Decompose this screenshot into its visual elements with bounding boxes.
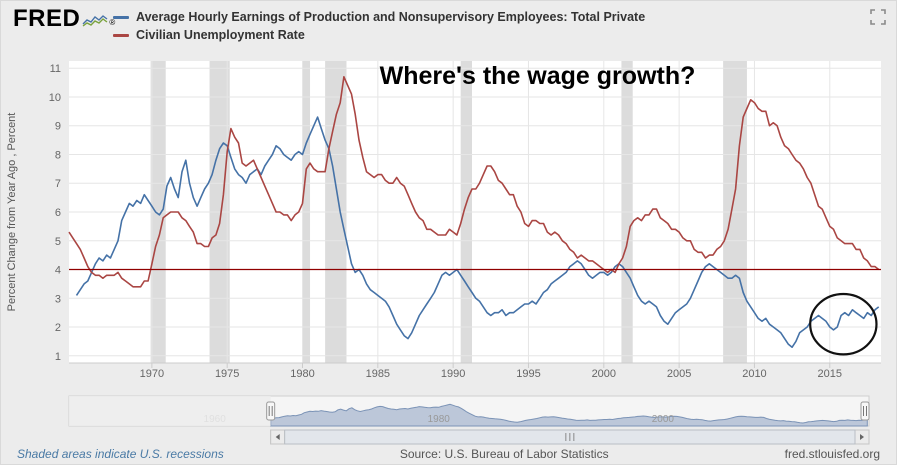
y-tick-label: 6 — [55, 207, 61, 219]
x-tick-label: 1970 — [140, 368, 164, 380]
range-navigator[interactable]: 196019802000 — [1, 393, 897, 447]
y-tick-label: 8 — [55, 149, 61, 161]
annotation-circle — [809, 292, 878, 356]
series-line-wages — [75, 116, 880, 349]
fred-logo-sparkline-icon — [80, 8, 108, 33]
scrollbar-thumb[interactable] — [284, 429, 856, 445]
registered-trademark: ® — [109, 18, 116, 27]
legend-label-wages: Average Hourly Earnings of Production an… — [136, 10, 646, 24]
scrollbar-left-button[interactable] — [270, 429, 286, 445]
x-tick-label: 2000 — [592, 368, 616, 380]
source-text: Source: U.S. Bureau of Labor Statistics — [399, 447, 609, 461]
fred-site-link[interactable]: fred.stlouisfed.org — [784, 447, 880, 461]
x-tick-label: 1990 — [441, 368, 465, 380]
chart-legend: Average Hourly Earnings of Production an… — [113, 8, 645, 44]
annotation-headline: Where's the wage growth? — [380, 62, 696, 90]
y-tick-label: 1 — [55, 351, 61, 363]
scrollbar-right-button[interactable] — [854, 429, 870, 445]
chart-header: FRED ® Average Hourly Earnings of Produc… — [1, 1, 896, 53]
fullscreen-icon[interactable] — [870, 9, 886, 25]
legend-marker-unemployment — [113, 33, 129, 37]
legend-item-wages[interactable]: Average Hourly Earnings of Production an… — [113, 8, 645, 26]
legend-item-unemployment[interactable]: Civilian Unemployment Rate — [113, 26, 645, 44]
x-tick-label: 1980 — [290, 368, 314, 380]
navigator-unselected-mask — [69, 396, 271, 426]
y-tick-label: 4 — [55, 265, 61, 277]
series-line-unemployment — [68, 75, 880, 288]
navigator-year-label: 2000 — [652, 414, 675, 425]
fred-logo[interactable]: FRED ® — [13, 5, 116, 33]
navigator-series-area — [270, 403, 868, 427]
y-tick-label: 10 — [49, 92, 61, 104]
main-chart[interactable]: 1 2 3 4 5 6 7 8 9 10 11 1970 1975 1980 1985 1990 1995 200… — [1, 53, 897, 393]
y-tick-label: 5 — [55, 236, 61, 248]
legend-marker-wages — [113, 15, 129, 19]
y-tick-label: 2 — [55, 322, 61, 334]
x-tick-label: 2015 — [818, 368, 842, 380]
y-tick-label: 9 — [55, 121, 61, 133]
navigator-left-handle[interactable] — [266, 401, 276, 421]
recession-note-link[interactable]: Shaded areas indicate U.S. recessions — [17, 447, 224, 461]
x-tick-label: 2005 — [667, 368, 691, 380]
navigator-right-handle[interactable] — [860, 401, 870, 421]
y-tick-label: 11 — [50, 63, 61, 75]
x-tick-label: 2010 — [742, 368, 766, 380]
legend-label-unemployment: Civilian Unemployment Rate — [136, 28, 305, 42]
navigator-year-label: 1980 — [428, 414, 451, 425]
x-tick-label: 1985 — [366, 368, 390, 380]
y-tick-label: 7 — [55, 178, 61, 190]
fred-logo-text: FRED — [13, 5, 81, 32]
x-tick-label: 1975 — [215, 368, 239, 380]
y-axis-title: Percent Change from Year Ago , Percent — [6, 113, 18, 312]
chart-footer: Shaded areas indicate U.S. recessions So… — [1, 447, 896, 461]
y-tick-label: 3 — [55, 293, 61, 305]
x-tick-label: 1995 — [516, 368, 540, 380]
